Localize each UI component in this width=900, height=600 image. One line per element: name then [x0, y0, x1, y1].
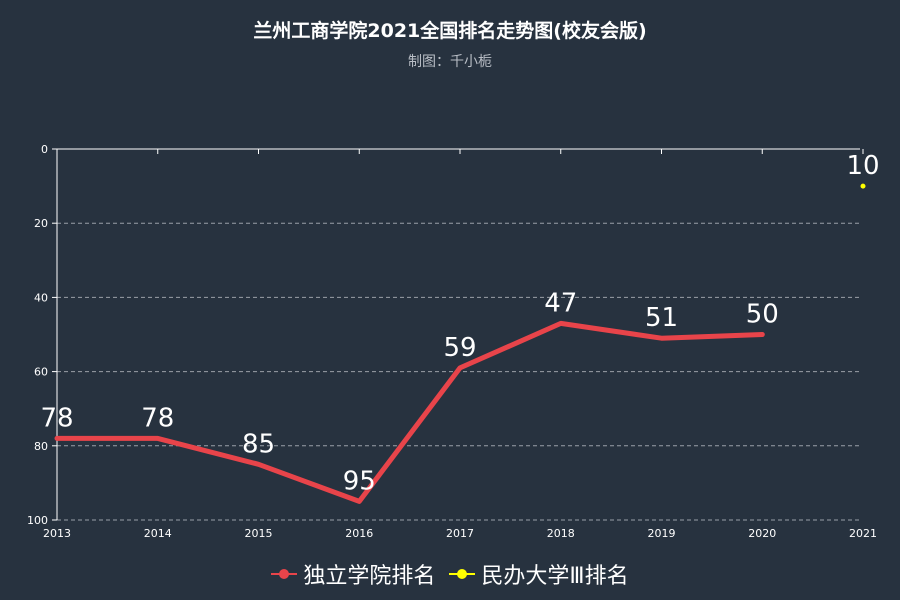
data-label: 78 — [141, 403, 174, 433]
chart-subtitle: 制图：千小栀 — [408, 54, 492, 70]
y-tick-label: 60 — [34, 366, 48, 379]
x-tick-label: 2013 — [43, 527, 71, 540]
x-tick-label: 2014 — [144, 527, 172, 540]
x-tick-label: 2019 — [648, 527, 676, 540]
y-tick-label: 80 — [34, 440, 48, 453]
y-tick-label: 40 — [34, 291, 48, 304]
data-point — [860, 183, 866, 189]
chart-legend[interactable]: 独立学院排名 民办大学Ⅲ排名 — [0, 558, 900, 590]
series-line — [54, 320, 765, 504]
data-label: 51 — [645, 303, 678, 333]
data-label: 10 — [846, 151, 879, 181]
legend-label: 民办大学Ⅲ排名 — [481, 564, 629, 589]
x-tick-label: 2016 — [345, 527, 373, 540]
legend-item-independent[interactable]: 独立学院排名 — [271, 558, 435, 590]
x-tick-label: 2015 — [245, 527, 273, 540]
x-tick-label: 2020 — [748, 527, 776, 540]
legend-label: 独立学院排名 — [303, 564, 436, 589]
x-tick-label: 2017 — [446, 527, 474, 540]
data-label: 95 — [343, 466, 376, 496]
legend-item-private[interactable]: 民办大学Ⅲ排名 — [449, 558, 629, 590]
x-tick-label: 2021 — [849, 527, 877, 540]
data-label: 85 — [242, 429, 275, 459]
y-tick-label: 20 — [34, 217, 48, 230]
data-label: 47 — [544, 288, 577, 318]
legend-line-dot-icon — [449, 567, 476, 581]
y-tick-label: 100 — [27, 514, 48, 527]
data-label: 59 — [443, 333, 476, 363]
legend-line-dot-icon — [271, 567, 298, 581]
chart-title: 兰州工商学院2021全国排名走势图(校友会版) — [253, 20, 647, 42]
y-tick-label: 0 — [41, 143, 48, 156]
data-label: 50 — [746, 300, 779, 330]
x-tick-label: 2018 — [547, 527, 575, 540]
data-label: 78 — [40, 403, 73, 433]
